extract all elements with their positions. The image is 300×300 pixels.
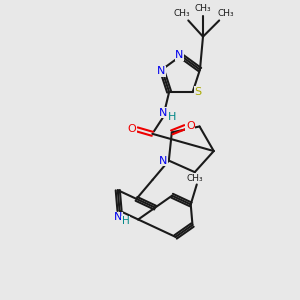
Text: N: N bbox=[157, 66, 166, 76]
Text: H: H bbox=[168, 112, 176, 122]
Text: O: O bbox=[186, 121, 195, 130]
Text: N: N bbox=[158, 108, 167, 118]
Text: CH₃: CH₃ bbox=[195, 4, 211, 13]
Text: N: N bbox=[175, 50, 184, 60]
Text: S: S bbox=[194, 87, 202, 97]
Text: N: N bbox=[114, 212, 122, 222]
Text: CH₃: CH₃ bbox=[187, 173, 204, 182]
Text: CH₃: CH₃ bbox=[218, 9, 234, 18]
Text: N: N bbox=[159, 156, 168, 166]
Text: H: H bbox=[122, 216, 129, 226]
Text: CH₃: CH₃ bbox=[173, 9, 190, 18]
Text: O: O bbox=[128, 124, 136, 134]
